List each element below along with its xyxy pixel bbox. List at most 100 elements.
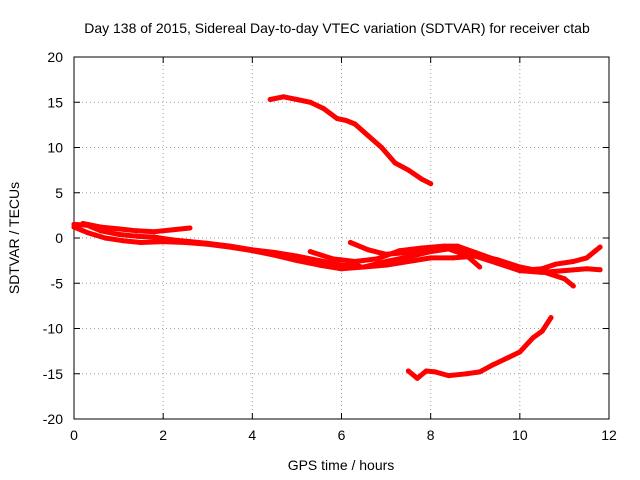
y-tick-label: 10 <box>47 140 63 156</box>
data-point <box>294 258 300 264</box>
data-point <box>428 255 434 261</box>
data-point <box>428 181 434 187</box>
series-points-track-5 <box>80 221 193 235</box>
y-tick-label: -5 <box>51 275 64 291</box>
data-point <box>138 240 144 245</box>
series-points-track-9 <box>517 244 603 274</box>
data-point <box>419 176 425 182</box>
x-tick-label: 2 <box>159 427 167 443</box>
data-point <box>423 368 429 374</box>
data-point <box>419 245 425 251</box>
x-tick-label: 6 <box>338 427 346 443</box>
data-point <box>517 349 523 355</box>
y-tick-label: -15 <box>43 366 63 382</box>
data-point <box>267 97 273 102</box>
data-point <box>490 362 496 368</box>
data-point <box>84 230 90 236</box>
data-point <box>472 250 478 255</box>
series-line-track-7 <box>307 243 496 264</box>
x-tick-label: 12 <box>601 427 617 443</box>
data-point <box>307 99 313 105</box>
data-point <box>80 221 86 226</box>
data-point <box>294 253 300 259</box>
series-line-track-4 <box>71 224 603 275</box>
data-point <box>405 254 411 260</box>
data-point <box>330 256 336 262</box>
data-point <box>584 255 590 261</box>
data-point <box>454 243 460 249</box>
data-point <box>548 315 554 321</box>
data-point <box>584 266 590 272</box>
data-point <box>597 244 603 250</box>
data-point <box>120 238 126 244</box>
y-tick-label: 20 <box>47 49 63 65</box>
data-point <box>316 262 322 268</box>
data-point <box>133 228 139 234</box>
data-point <box>361 264 367 270</box>
data-point <box>281 94 286 100</box>
data-point <box>570 283 576 289</box>
data-point <box>339 266 344 272</box>
data-point <box>321 106 327 112</box>
data-point <box>561 276 567 282</box>
y-tick-label: -10 <box>43 321 63 337</box>
data-point <box>205 241 211 247</box>
data-point <box>102 235 108 241</box>
data-point <box>116 231 122 237</box>
data-point <box>432 369 438 375</box>
data-point <box>133 233 139 239</box>
data-point <box>169 227 175 233</box>
data-point <box>352 259 358 264</box>
data-point <box>383 259 389 264</box>
data-point <box>504 355 509 361</box>
data-point <box>405 368 411 374</box>
data-point <box>249 248 255 254</box>
data-point <box>71 224 77 230</box>
data-point <box>347 240 353 245</box>
data-point <box>116 226 122 232</box>
series-group <box>71 94 603 381</box>
data-point <box>365 133 371 139</box>
data-point <box>553 261 558 267</box>
data-point <box>365 247 371 253</box>
series-points-track-7 <box>307 243 496 264</box>
x-tick-label: 8 <box>427 427 435 443</box>
y-tick-label: 15 <box>47 94 63 110</box>
data-point <box>183 240 188 245</box>
x-tick-label: 4 <box>248 427 256 443</box>
data-point <box>463 371 469 377</box>
data-point <box>227 244 233 250</box>
data-point <box>405 167 411 173</box>
chart-title: Day 138 of 2015, Sidereal Day-to-day VTE… <box>84 20 590 36</box>
y-tick-label: -20 <box>43 411 63 427</box>
series-points-track-8 <box>361 246 483 270</box>
data-point <box>374 256 380 262</box>
data-point <box>272 252 278 258</box>
data-point <box>530 335 536 341</box>
data-point <box>490 256 496 262</box>
data-point <box>477 369 483 375</box>
data-point <box>405 259 411 264</box>
y-tick-label: 0 <box>55 230 63 246</box>
data-point <box>561 268 567 274</box>
series-points-track-2 <box>405 315 554 381</box>
data-point <box>539 328 545 334</box>
x-tick-label: 0 <box>70 427 78 443</box>
data-point <box>160 239 166 245</box>
data-point <box>539 266 545 272</box>
data-point <box>316 258 322 264</box>
data-point <box>187 225 193 231</box>
data-point <box>343 117 349 123</box>
data-point <box>294 97 300 102</box>
x-tick-label: 10 <box>512 427 528 443</box>
data-point <box>414 375 420 381</box>
data-point <box>517 268 523 274</box>
x-axis-label: GPS time / hours <box>288 457 395 473</box>
plot-frame <box>73 56 610 420</box>
data-point <box>379 145 385 150</box>
data-point <box>597 267 603 273</box>
data-point <box>397 248 402 254</box>
data-point <box>151 229 157 235</box>
series-points-track-1 <box>267 94 434 187</box>
